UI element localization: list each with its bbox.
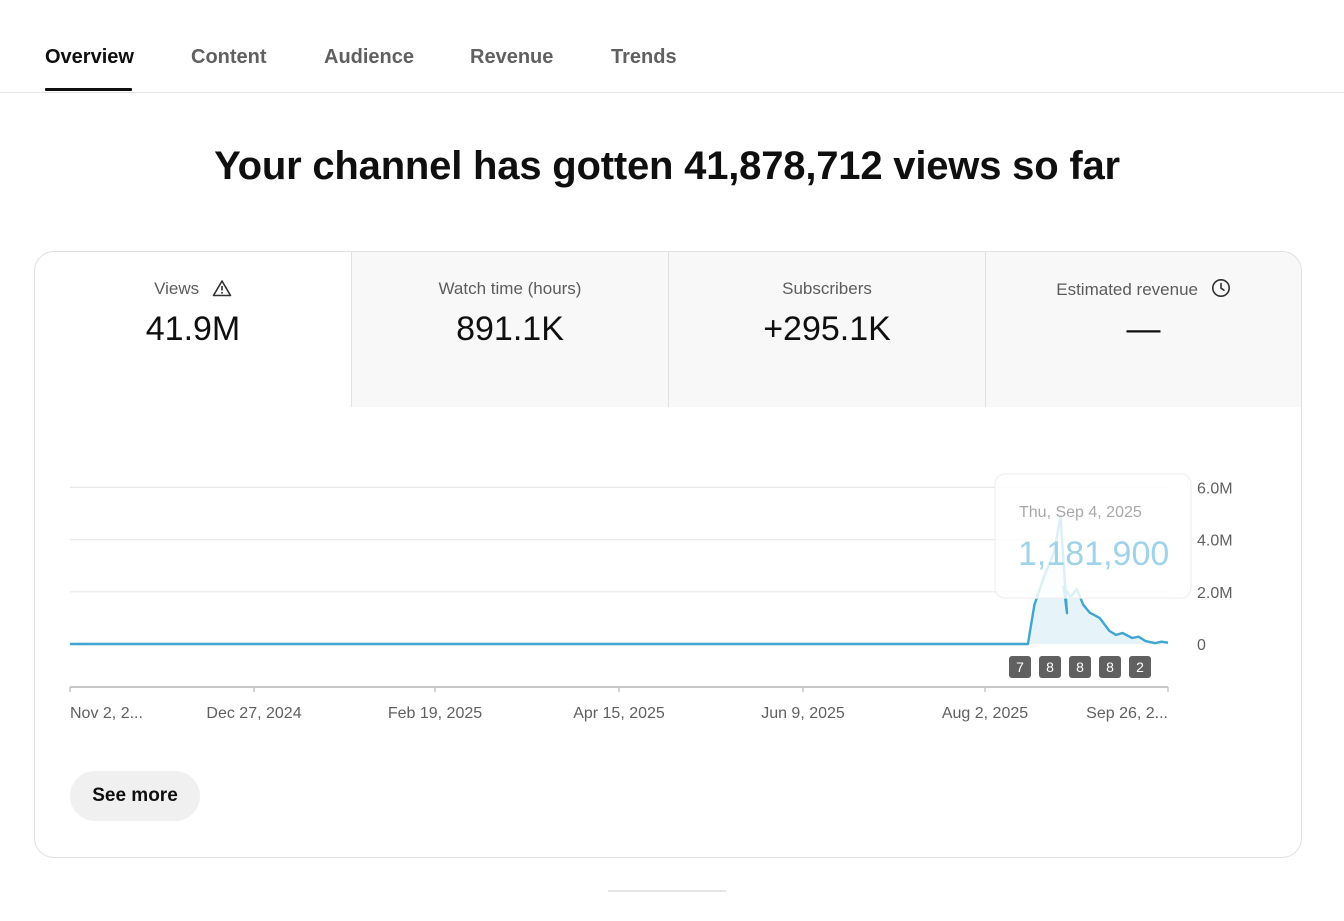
tab-bar: Overview Content Audience Revenue Trends (0, 0, 1344, 93)
x-tick-label: Sep 26, 2... (1086, 705, 1168, 722)
chart-tooltip (994, 473, 1192, 599)
x-tick-label: Feb 19, 2025 (388, 705, 482, 722)
metric-divider (351, 252, 352, 407)
metric-label: Views (154, 279, 200, 298)
tooltip-date: Thu, Sep 4, 2025 (1019, 504, 1142, 521)
metric-divider (985, 252, 986, 407)
divider (608, 890, 726, 892)
tab-trends[interactable]: Trends (611, 46, 677, 68)
y-tick-label: 0 (1197, 637, 1206, 654)
views-chart-container: 0 2.0M 4.0M 6.0M Nov 2, 2... Dec 27, 2024 Feb … (35, 252, 1301, 857)
tab-overview[interactable]: Overview (45, 46, 134, 68)
metric-views-label-row: Views (35, 278, 351, 303)
see-more-button[interactable]: See more (70, 771, 200, 821)
tab-revenue[interactable]: Revenue (470, 46, 554, 68)
metric-watch-time[interactable]: Watch time (hours) 891.1K (352, 252, 668, 407)
event-marker[interactable] (1009, 656, 1031, 678)
y-tick-label: 2.0M (1197, 585, 1233, 602)
tab-content[interactable]: Content (191, 46, 267, 68)
metric-estimated-revenue-label-row: Estimated revenue (986, 278, 1301, 304)
y-tick-label: 4.0M (1197, 533, 1233, 550)
metric-value: +295.1K (763, 310, 891, 348)
metric-views[interactable]: Views 41.9M (35, 252, 351, 407)
x-tick-label: Jun 9, 2025 (761, 705, 845, 722)
metric-subscribers[interactable]: Subscribers +295.1K (669, 252, 985, 407)
overview-card: Views 41.9M Watch time (hours) 891.1K Su… (34, 251, 1302, 858)
y-tick-label: 6.0M (1197, 480, 1233, 497)
metric-label: Watch time (hours) (438, 279, 582, 298)
page-title: Your channel has gotten 41,878,712 views… (214, 144, 1120, 188)
clock-icon[interactable] (1211, 278, 1231, 304)
metric-value: 891.1K (456, 310, 564, 348)
x-tick-label: Aug 2, 2025 (942, 705, 1028, 722)
event-marker-label: 2 (1136, 659, 1144, 675)
x-tick-label: Apr 15, 2025 (573, 705, 665, 722)
event-marker[interactable] (1099, 656, 1121, 678)
tab-audience[interactable]: Audience (324, 46, 415, 68)
metric-value: — (1126, 310, 1161, 348)
event-marker[interactable] (1039, 656, 1061, 678)
metric-value: 41.9M (145, 310, 241, 348)
event-marker[interactable] (1129, 656, 1151, 678)
tooltip-value: 1,181,900 (1018, 535, 1169, 573)
event-marker-label: 8 (1076, 659, 1084, 675)
event-marker-label: 7 (1016, 659, 1024, 675)
warning-icon[interactable] (212, 279, 232, 303)
metric-estimated-revenue[interactable]: Estimated revenue — (986, 252, 1301, 407)
views-chart[interactable]: 0 2.0M 4.0M 6.0M Nov 2, 2... Dec 27, 2024 Feb … (35, 252, 1301, 857)
metric-label: Estimated revenue (1056, 280, 1198, 299)
x-tick-label: Nov 2, 2... (70, 705, 143, 722)
event-marker[interactable] (1069, 656, 1091, 678)
event-marker-label: 8 (1046, 659, 1054, 675)
x-tick-label: Dec 27, 2024 (206, 705, 301, 722)
active-tab-indicator (45, 88, 132, 91)
metric-divider (668, 252, 669, 407)
metric-label: Subscribers (782, 279, 872, 298)
event-marker-label: 8 (1106, 659, 1114, 675)
